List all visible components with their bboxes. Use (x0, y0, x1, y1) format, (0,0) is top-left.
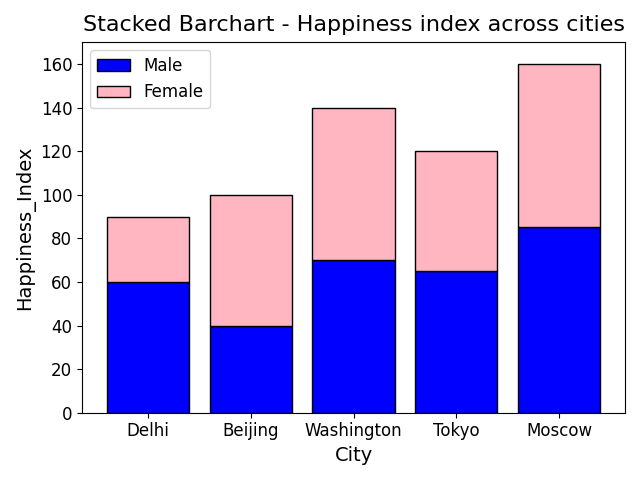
Bar (107, 282, 189, 413)
Bar (518, 64, 600, 228)
Bar (107, 216, 189, 282)
Bar (312, 260, 395, 413)
Title: Stacked Barchart - Happiness index across cities: Stacked Barchart - Happiness index acros… (83, 15, 625, 35)
Y-axis label: Happiness_Index: Happiness_Index (15, 145, 35, 310)
X-axis label: City: City (334, 446, 372, 465)
Legend: Male, Female: Male, Female (90, 50, 211, 108)
Bar (209, 325, 292, 413)
Bar (209, 195, 292, 325)
Bar (415, 151, 497, 271)
Bar (312, 108, 395, 260)
Bar (415, 271, 497, 413)
Bar (518, 228, 600, 413)
